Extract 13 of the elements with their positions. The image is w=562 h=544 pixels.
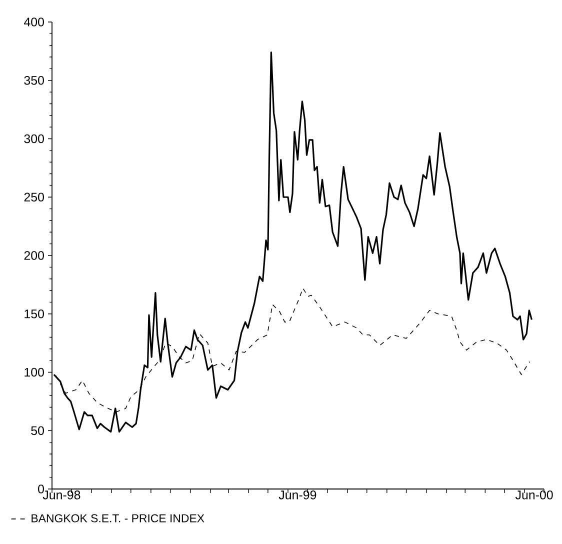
y-tick-label: 300 [24, 134, 44, 144]
x-tick-label: Jun-99 [278, 490, 316, 500]
y-tick-label: 350 [24, 76, 44, 85]
y-tick-label: 400 [24, 18, 44, 26]
legend-label: BANGKOK S.E.T. - PRICE INDEX [32, 514, 204, 522]
y-tick-label: 150 [24, 309, 44, 318]
y-tick-label: 0 [38, 484, 44, 494]
y-tick-label: 250 [24, 192, 44, 202]
y-tick-label: 100 [24, 368, 44, 377]
x-tick-label: Jun-98 [42, 490, 80, 500]
y-tick-label: 200 [24, 251, 44, 260]
y-tick-label: 50 [31, 426, 44, 436]
x-tick-label: Jun-00 [515, 490, 553, 500]
